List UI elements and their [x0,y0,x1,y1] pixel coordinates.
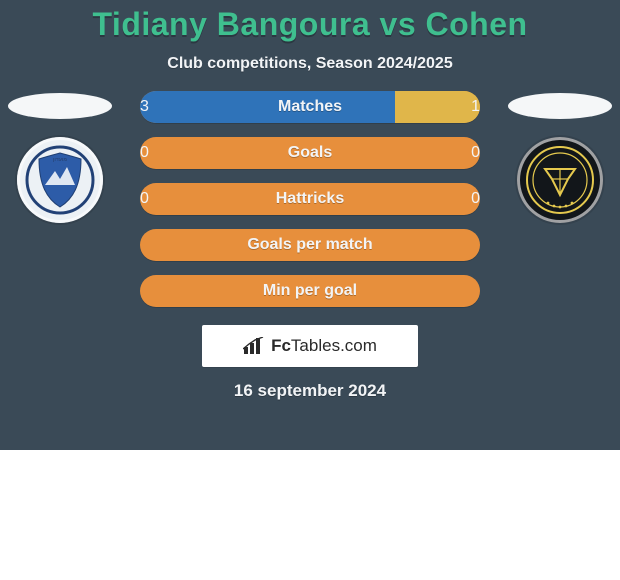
brand-name-rest: Tables.com [291,336,377,355]
page-title: Tidiany Bangoura vs Cohen [0,6,620,43]
stat-row: Goals per match [140,229,480,261]
brand-badge: FcTables.com [202,325,418,367]
shield-icon: מועדון [25,145,95,215]
stat-right-seg [395,91,480,123]
diamond-crest-icon [525,145,595,215]
stat-left-seg [140,91,395,123]
stat-mid-seg [140,137,480,169]
stat-left-value: 0 [140,190,149,208]
stat-left-value: 3 [140,98,149,116]
stat-mid-seg [140,183,480,215]
stat-right-value: 0 [471,190,480,208]
brand-text: FcTables.com [271,336,377,356]
right-player-column [508,91,612,223]
stat-mid-seg [140,275,480,307]
club-badge-right [517,137,603,223]
svg-text:מועדון: מועדון [53,157,68,163]
stat-left-value: 0 [140,144,149,162]
subtitle: Club competitions, Season 2024/2025 [0,55,620,73]
stat-row: 31Matches [140,91,480,123]
stat-row: 00Hattricks [140,183,480,215]
comparison-card: Tidiany Bangoura vs Cohen Club competiti… [0,0,620,450]
bars-icon [243,337,265,355]
player-silhouette-left [8,93,112,119]
left-player-column: מועדון [8,91,112,223]
club-badge-left: מועדון [17,137,103,223]
stat-row: 00Goals [140,137,480,169]
stat-right-value: 1 [471,98,480,116]
player-silhouette-right [508,93,612,119]
stat-rows: 31Matches00Goals00HattricksGoals per mat… [140,91,480,307]
date-label: 16 september 2024 [0,381,620,401]
stat-mid-seg [140,229,480,261]
brand-name-bold: Fc [271,336,291,355]
stat-row: Min per goal [140,275,480,307]
stat-right-value: 0 [471,144,480,162]
content-area: מועדון [0,91,620,401]
